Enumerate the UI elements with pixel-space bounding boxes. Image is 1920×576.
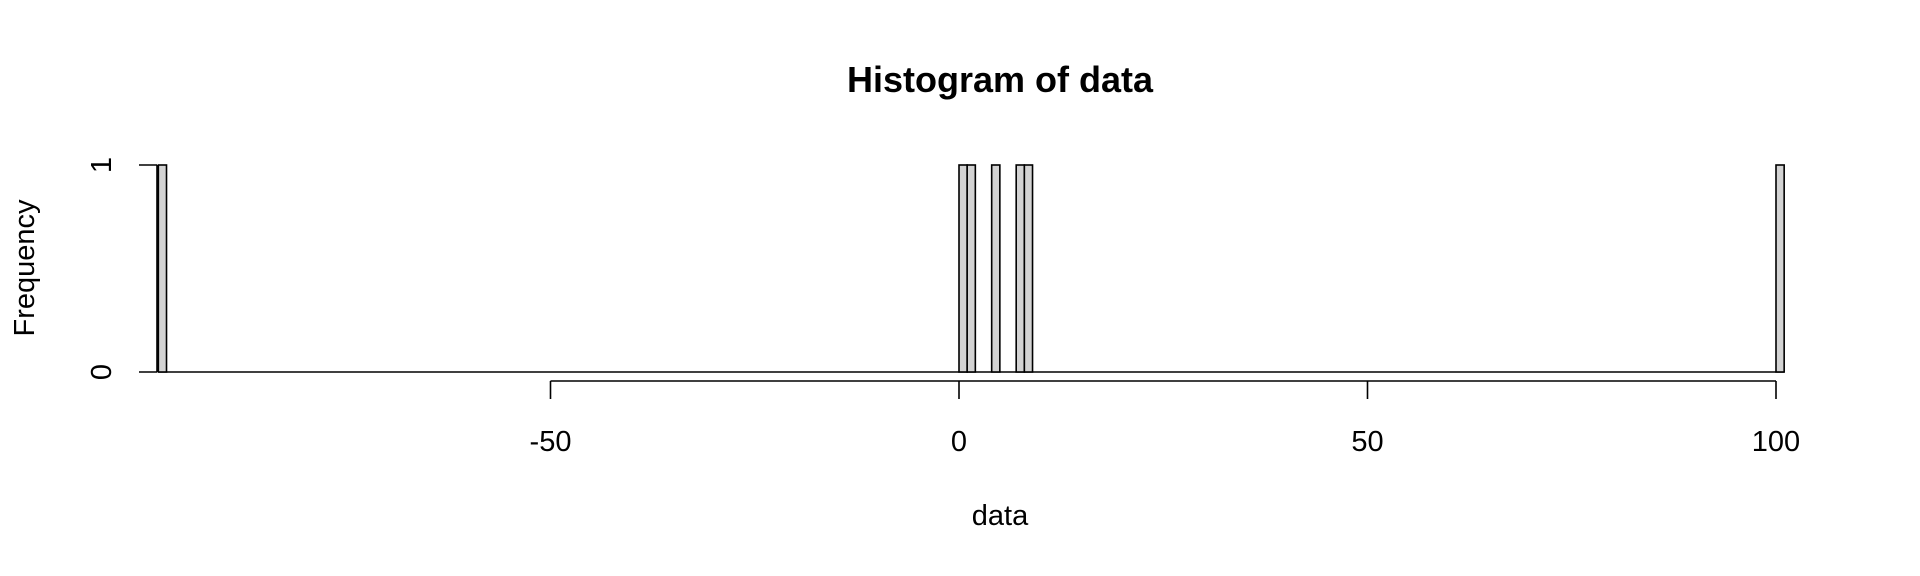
histogram-bar-0	[157, 164, 168, 373]
x-tick-label: 100	[1752, 426, 1800, 458]
histogram-bar-1	[958, 164, 968, 373]
x-tick-label: 50	[1351, 426, 1383, 458]
histogram-bar-5	[1023, 164, 1034, 373]
histogram-bar-6	[1775, 164, 1785, 373]
chart-title: Histogram of data	[847, 59, 1154, 100]
x-tick-label: 0	[951, 426, 967, 458]
x-axis-label: data	[972, 500, 1029, 532]
y-tick-label: 0	[86, 364, 118, 380]
y-tick-label: 1	[86, 157, 118, 173]
x-axis: -50 0 50 100	[530, 380, 1800, 458]
bars-layer	[157, 164, 1785, 373]
histogram-bar-4	[1015, 164, 1026, 373]
y-axis: 01	[86, 157, 158, 380]
x-tick-label: -50	[530, 426, 572, 458]
histogram-bar-3	[990, 164, 1001, 373]
y-axis-label: Frequency	[9, 199, 41, 337]
histogram-bar-2	[966, 164, 977, 373]
